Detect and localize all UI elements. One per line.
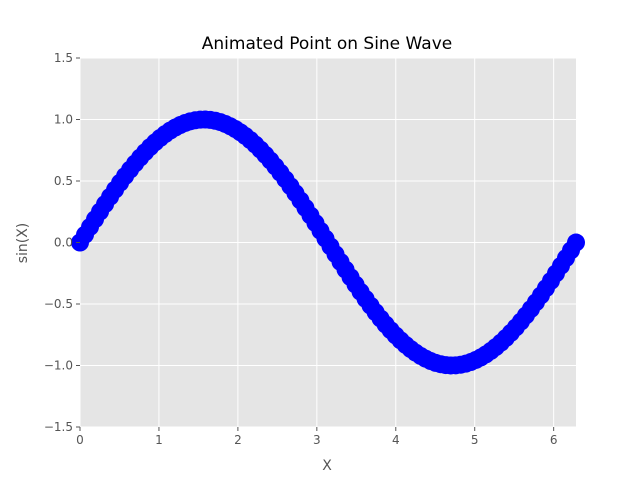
chart-title: Animated Point on Sine Wave [202, 34, 452, 54]
y-tick-label: 0.5 [54, 174, 73, 188]
data-points [71, 110, 585, 375]
y-axis-ticks: −1.5 −1.0 −0.5 0.0 0.5 1.0 1.5 [44, 51, 80, 434]
y-axis-label: sin(X) [15, 223, 31, 264]
x-axis-ticks: 0 1 2 3 4 5 6 [76, 427, 557, 447]
x-tick-label: 3 [313, 433, 321, 447]
x-tick-label: 5 [471, 433, 479, 447]
y-tick-label: 0.0 [54, 236, 73, 250]
y-tick-label: −0.5 [44, 297, 73, 311]
x-tick-label: 0 [76, 433, 84, 447]
y-tick-label: 1.5 [54, 51, 73, 65]
x-tick-label: 6 [550, 433, 558, 447]
y-tick-label: −1.5 [44, 420, 73, 434]
x-tick-label: 2 [234, 433, 242, 447]
y-tick-label: 1.0 [54, 113, 73, 127]
x-tick-label: 1 [155, 433, 163, 447]
x-tick-label: 4 [392, 433, 400, 447]
data-point [567, 233, 585, 252]
x-axis-label: X [322, 458, 332, 474]
y-tick-label: −1.0 [44, 359, 73, 373]
